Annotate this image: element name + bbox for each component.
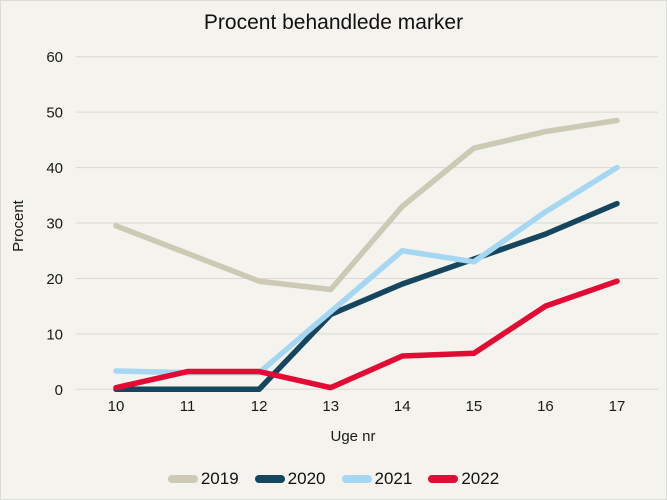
y-axis-tick-labels: 0 10 20 30 40 50 60 <box>46 49 63 399</box>
legend-item-2021: 2021 <box>341 469 413 489</box>
x-axis-tick-label: 17 <box>609 398 626 415</box>
legend-item-2020: 2020 <box>254 469 326 489</box>
x-axis-tick-label: 10 <box>108 398 125 415</box>
legend-label: 2020 <box>287 469 326 488</box>
y-axis-tick-label: 40 <box>46 160 63 177</box>
x-axis-tick-label: 16 <box>537 398 554 415</box>
x-axis-tick-labels: 10 11 12 13 14 15 16 17 <box>108 398 626 415</box>
x-axis-tick-label: 13 <box>322 398 339 415</box>
x-axis-title: Uge nr <box>330 428 375 445</box>
x-axis-tick-label: 11 <box>180 398 196 415</box>
y-axis-tick-label: 30 <box>46 216 63 233</box>
series-line-2019 <box>113 117 620 293</box>
legend-swatch-2022 <box>428 475 459 483</box>
legend: 2019 2020 2021 2022 <box>1 469 666 489</box>
legend-label: 2021 <box>374 469 413 488</box>
y-axis-tick-label: 10 <box>46 326 63 343</box>
legend-swatch-2019 <box>167 475 198 483</box>
y-axis-tick-label: 0 <box>55 382 63 399</box>
series-line-2022 <box>113 278 620 391</box>
series-line-2020 <box>113 200 620 393</box>
legend-item-2022: 2022 <box>428 469 499 489</box>
legend-label: 2019 <box>200 469 239 488</box>
x-axis-tick-label: 12 <box>251 398 268 415</box>
series-line-2021 <box>113 164 620 376</box>
x-axis-tick-label: 14 <box>394 398 411 415</box>
y-axis-tick-label: 50 <box>46 105 63 122</box>
y-axis-title: Procent <box>10 199 27 252</box>
y-axis-tick-label: 60 <box>46 49 63 66</box>
legend-label: 2022 <box>461 469 500 488</box>
legend-item-2019: 2019 <box>167 469 239 489</box>
y-axis-tick-label: 20 <box>46 271 63 288</box>
x-axis-tick-label: 15 <box>466 398 483 415</box>
legend-swatch-2020 <box>254 475 285 483</box>
series-lines <box>113 117 620 393</box>
legend-swatch-2021 <box>341 475 372 483</box>
chart-title: Procent behandlede marker <box>203 11 464 34</box>
